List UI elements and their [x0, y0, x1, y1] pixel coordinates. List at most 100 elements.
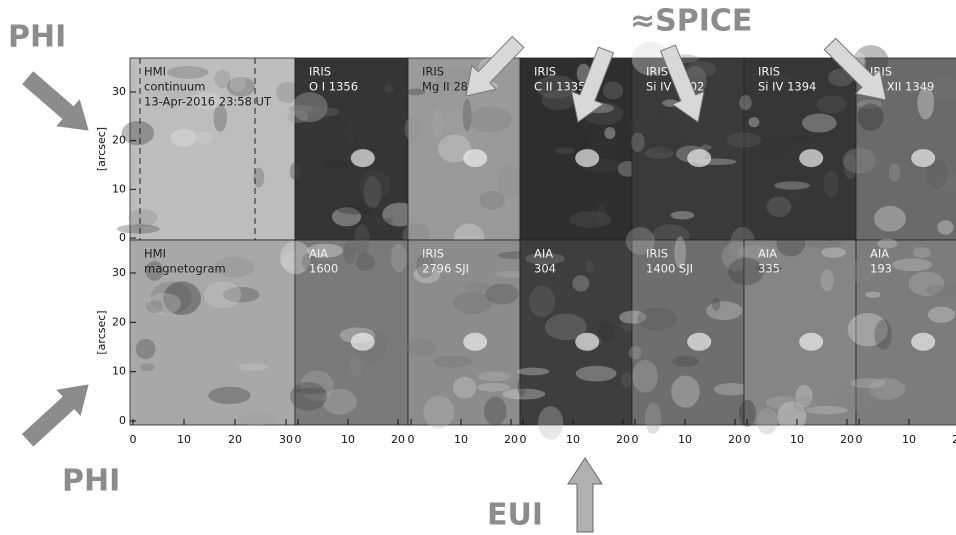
- panel-label: Si IV 1394: [758, 80, 816, 94]
- x-tick-label: 0: [856, 433, 863, 446]
- y-axis-label: [arcsec]: [95, 310, 108, 354]
- arrow: [23, 385, 88, 446]
- panel-label: IRIS: [646, 247, 668, 261]
- texture: [874, 319, 891, 350]
- panel-label: magnetogram: [144, 262, 226, 276]
- x-tick-label: 0: [295, 433, 302, 446]
- phi-label-top: PHI: [8, 20, 66, 55]
- bright-feature: [911, 149, 935, 167]
- bright-feature: [799, 149, 823, 167]
- bright-feature: [351, 333, 375, 351]
- texture: [585, 260, 594, 272]
- texture: [290, 382, 327, 410]
- texture: [786, 135, 814, 141]
- panel-label: IRIS: [534, 65, 556, 79]
- texture: [913, 247, 931, 258]
- texture: [453, 377, 476, 399]
- panel-label: 193: [870, 262, 892, 276]
- texture: [706, 301, 742, 320]
- texture: [359, 170, 391, 200]
- x-tick-label: 10: [177, 433, 191, 446]
- y-tick-label: 30: [112, 266, 126, 279]
- texture: [391, 244, 407, 272]
- texture: [517, 377, 526, 396]
- x-tick-label: 10: [790, 433, 804, 446]
- panel-label: IRIS: [646, 65, 668, 79]
- texture: [767, 196, 792, 216]
- panel-label: AIA: [309, 247, 328, 261]
- arrow: [568, 458, 602, 532]
- spice-label: ≈SPICE: [630, 4, 752, 39]
- bright-feature: [351, 149, 375, 167]
- texture: [555, 147, 575, 154]
- x-tick-label: 20: [728, 433, 742, 446]
- x-tick-label: 30: [279, 433, 293, 446]
- texture: [671, 376, 700, 408]
- panel-label: 1400 SJI: [646, 262, 693, 276]
- panel-label: HMI: [144, 247, 166, 261]
- texture: [146, 300, 163, 313]
- bright-feature: [799, 333, 823, 351]
- texture: [672, 356, 699, 367]
- texture: [239, 363, 268, 370]
- panels: HMIcontinuum13-Apr-2016 23:58 UTIRISO I …: [117, 42, 956, 440]
- x-tick-label: 0: [632, 433, 639, 446]
- panel-label: 304: [534, 262, 556, 276]
- texture: [621, 372, 632, 387]
- bright-feature: [911, 333, 935, 351]
- texture: [171, 129, 197, 147]
- panel-label: IRIS: [422, 65, 444, 79]
- texture: [355, 253, 374, 271]
- texture: [637, 307, 677, 330]
- texture: [790, 187, 800, 204]
- texture: [237, 413, 277, 425]
- texture: [802, 114, 837, 133]
- texture: [816, 95, 846, 113]
- texture: [739, 95, 751, 110]
- texture: [478, 371, 511, 381]
- panel-label: 13-Apr-2016 23:58 UT: [144, 95, 272, 109]
- x-tick-label: 10: [678, 433, 692, 446]
- texture: [889, 163, 900, 182]
- texture: [466, 282, 490, 293]
- texture: [384, 85, 393, 93]
- texture: [850, 378, 886, 388]
- texture: [477, 383, 510, 392]
- panel-label: IRIS: [758, 65, 780, 79]
- texture: [874, 206, 906, 232]
- texture: [350, 352, 361, 379]
- texture: [290, 163, 301, 180]
- x-tick-label: 20: [952, 433, 956, 446]
- panel-label: IRIS: [422, 247, 444, 261]
- texture: [712, 298, 721, 311]
- texture: [759, 138, 786, 159]
- bright-feature: [687, 149, 711, 167]
- texture: [345, 120, 353, 147]
- y-axis-label: [arcsec]: [95, 127, 108, 171]
- texture: [629, 346, 642, 359]
- texture: [776, 228, 805, 257]
- x-tick-label: 20: [840, 433, 854, 446]
- texture: [793, 396, 818, 412]
- texture: [529, 286, 555, 317]
- texture: [324, 160, 348, 169]
- panel-label: O I 1356: [309, 80, 358, 94]
- bright-feature: [687, 333, 711, 351]
- texture: [196, 132, 214, 145]
- x-tick-label: 20: [616, 433, 630, 446]
- panel-label: 1600: [309, 262, 338, 276]
- texture: [802, 240, 842, 247]
- texture: [604, 127, 615, 139]
- panel-label: AIA: [870, 247, 889, 261]
- texture: [497, 165, 522, 198]
- x-tick-label: 10: [454, 433, 468, 446]
- texture: [538, 406, 563, 439]
- panel-label: 2796 SJI: [422, 262, 469, 276]
- texture: [670, 211, 694, 219]
- panel-label: IRIS: [309, 65, 331, 79]
- y-tick-label: 10: [112, 365, 126, 378]
- x-tick-label: 20: [228, 433, 242, 446]
- texture: [632, 360, 658, 393]
- y-tick-label: 10: [112, 182, 126, 195]
- panel-label: AIA: [758, 247, 777, 261]
